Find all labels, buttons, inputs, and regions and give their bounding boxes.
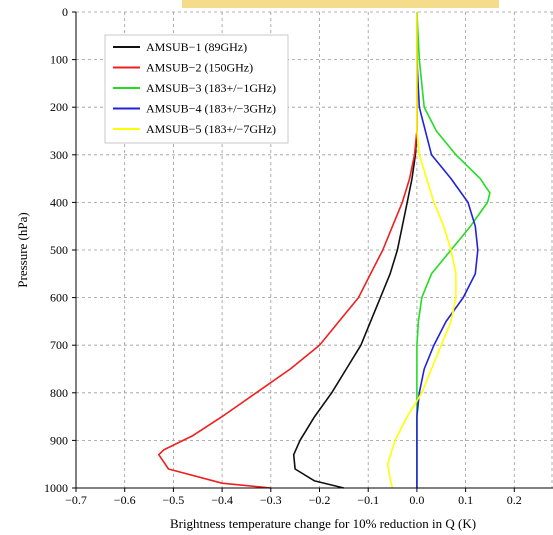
legend-label-2: AMSUB−2 (150GHz): [146, 61, 253, 75]
legend: AMSUB−1 (89GHz) AMSUB−2 (150GHz) AMSUB−3 (…: [104, 34, 289, 144]
y-tick-label: 300: [50, 148, 68, 162]
x-tick-label: −0.6: [114, 493, 136, 507]
header-banner: [182, 0, 499, 8]
series-lines: [158, 11, 491, 489]
y-tick-label: 500: [50, 243, 68, 257]
legend-label-1: AMSUB−1 (89GHz): [146, 40, 247, 54]
x-tick-label: 0.2: [507, 493, 522, 507]
series-line-5: [386, 12, 457, 489]
y-tick-label: 600: [50, 291, 68, 305]
legend-label-5: AMSUB−5 (183+/−7GHz): [146, 122, 276, 136]
legend-label-3: AMSUB−3 (183+/−1GHz): [146, 81, 276, 95]
y-tick-label: 700: [50, 338, 68, 352]
y-tick-label: 200: [50, 100, 68, 114]
x-axis-label: Brightness temperature change for 10% re…: [170, 516, 476, 531]
y-tick-label: 1000: [44, 481, 68, 495]
y-tick-label: 900: [50, 433, 68, 447]
x-tick-label: −0.3: [260, 493, 282, 507]
y-tick-labels: 0 100 200 300 400 500 600 700 800 900 1000: [44, 5, 76, 495]
x-tick-label: −0.5: [163, 493, 185, 507]
series-line-1: [292, 12, 418, 489]
y-tick-label: 400: [50, 195, 68, 209]
series-line-3: [416, 11, 491, 488]
y-tick-label: 0: [62, 5, 68, 19]
y-tick-label: 100: [50, 53, 68, 67]
series-line-4: [416, 12, 479, 488]
y-tick-label: 800: [50, 386, 68, 400]
x-tick-label: −0.7: [65, 493, 87, 507]
x-tick-label: −0.1: [357, 493, 379, 507]
x-tick-label: 0.0: [409, 493, 424, 507]
x-tick-labels: −0.7 −0.6 −0.5 −0.4 −0.3 −0.2 −0.1 0.0 0.1 0.2: [65, 488, 522, 507]
x-tick-label: −0.2: [309, 493, 331, 507]
legend-label-4: AMSUB−4 (183+/−3GHz): [146, 102, 276, 116]
x-tick-label: −0.4: [211, 493, 233, 507]
x-tick-label: 0.1: [458, 493, 473, 507]
series-line-2: [158, 12, 418, 489]
y-axis-label: Pressure (hPa): [15, 212, 30, 287]
